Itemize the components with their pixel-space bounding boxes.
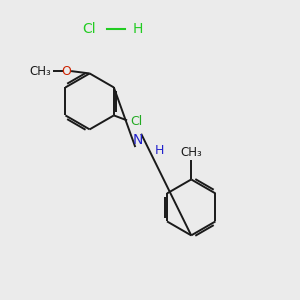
Text: H: H	[132, 22, 143, 36]
Text: Cl: Cl	[82, 22, 96, 36]
Text: O: O	[61, 64, 71, 78]
Text: CH₃: CH₃	[180, 146, 202, 159]
Text: CH₃: CH₃	[30, 64, 51, 78]
Text: H: H	[154, 144, 164, 157]
Text: Cl: Cl	[130, 116, 142, 128]
Text: N: N	[133, 133, 143, 147]
